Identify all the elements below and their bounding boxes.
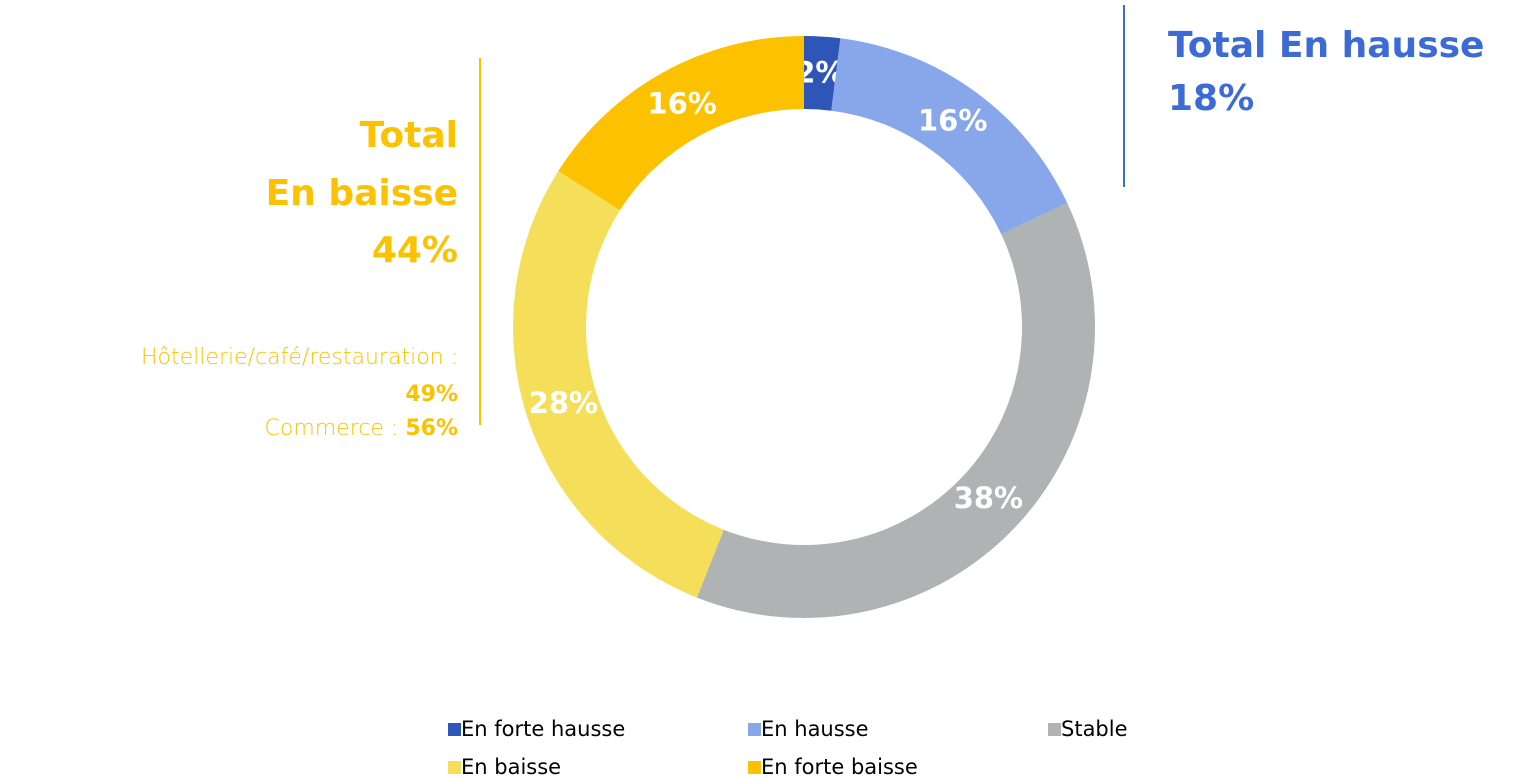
legend-swatch [448,723,461,736]
donut-segment [696,203,1095,619]
legend-swatch [748,761,761,774]
up-total-label: Total En hausse [1168,25,1484,66]
data-label: 16% [918,103,987,137]
legend-swatch [448,761,461,774]
legend-swatch [1048,723,1061,736]
legend-label: En hausse [761,717,869,741]
note-label: Commerce : [265,416,399,441]
donut-segment [558,36,804,211]
donut-segment [513,171,724,598]
data-label: 38% [954,481,1023,515]
data-label: 16% [647,86,716,120]
down-total-label: En baisse [266,173,458,214]
note-value: 49% [405,382,458,407]
legend-label: En baisse [461,755,561,779]
up-total-value: 18% [1168,78,1254,119]
note: Hôtellerie/café/restauration : [141,345,458,370]
legend-label: En forte baisse [761,755,918,779]
note: Commerce :56% [265,416,459,441]
data-label: 28% [529,386,598,420]
legend-label: En forte hausse [461,717,625,741]
note-value: 56% [405,416,458,441]
legend-swatch [748,723,761,736]
down-total-value: 44% [372,230,458,271]
legend-label: Stable [1061,717,1128,741]
donut-segment [804,36,841,111]
down-total-label: Total [360,115,458,156]
donut-segment [831,38,1068,235]
